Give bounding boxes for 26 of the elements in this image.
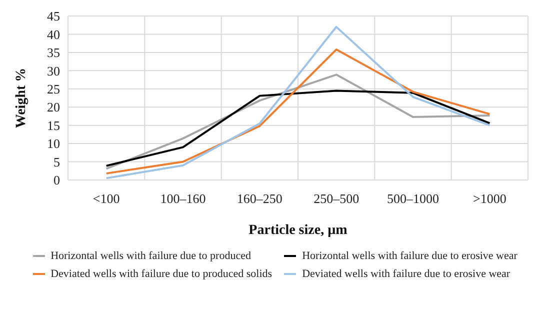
- line-series: [105, 48, 491, 174]
- x-tick-label: 100–160: [160, 191, 206, 206]
- x-tick-label: 250–500: [314, 191, 360, 206]
- x-axis-title: Particle size, µm: [248, 223, 348, 238]
- line-series: [105, 74, 491, 170]
- y-tick-label: 5: [54, 154, 60, 170]
- y-tick-label: 35: [47, 45, 60, 60]
- y-tick-label: 25: [47, 82, 60, 97]
- y-tick-label: 30: [47, 63, 60, 78]
- y-axis-title: Weight %: [14, 68, 29, 128]
- line-series: [105, 90, 491, 167]
- legend-label: Horizontal wells with failure due to produced: [50, 250, 251, 262]
- x-tick-label: >1000: [472, 191, 506, 206]
- legend-label: Deviated wells with failure due to produced solids: [50, 268, 272, 280]
- line-series: [105, 26, 491, 180]
- legend-label: Deviated wells with failure due to erosive wear: [302, 268, 510, 280]
- y-tick-label: 45: [47, 8, 60, 24]
- y-tick-label: 15: [47, 118, 60, 133]
- x-tick-label: 160–250: [236, 191, 282, 206]
- y-tick-label: 20: [47, 100, 60, 115]
- x-tick-label: 500–1000: [387, 191, 439, 206]
- y-tick-label: 40: [47, 26, 60, 42]
- legend-label: Horizontal wells with failure due to erosive wear: [302, 250, 518, 262]
- y-tick-label: 0: [54, 172, 60, 188]
- y-tick-label: 10: [47, 136, 60, 152]
- x-tick-label: <100: [92, 191, 120, 206]
